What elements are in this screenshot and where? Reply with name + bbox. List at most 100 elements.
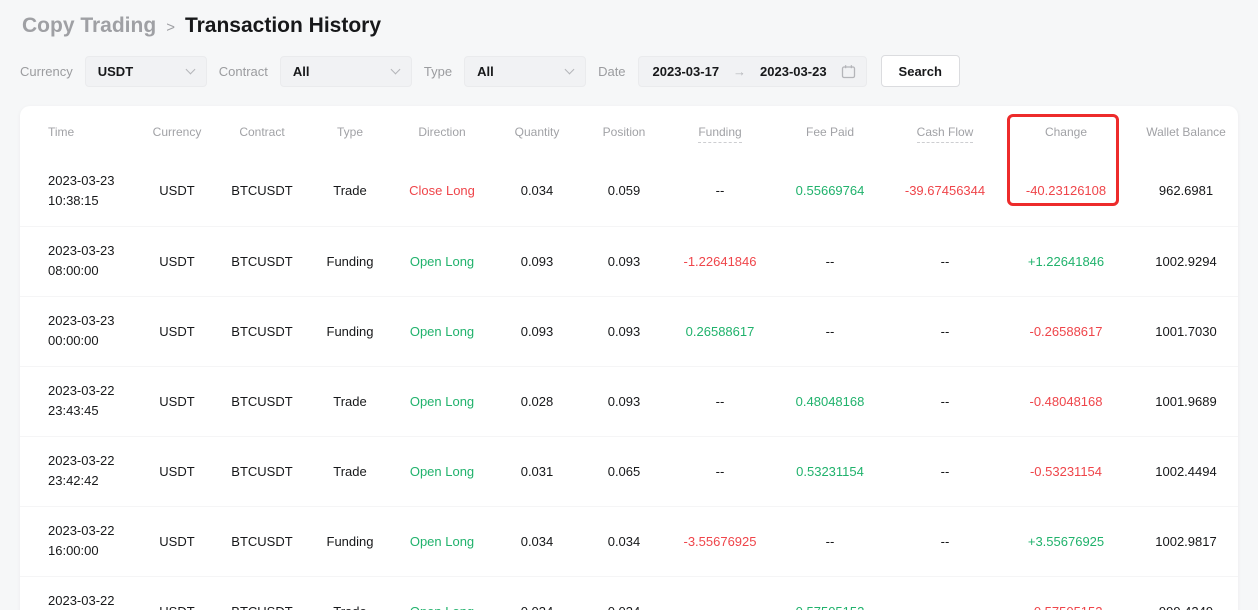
cell-contract: BTCUSDT [231, 463, 293, 479]
cell-quantity: 0.034 [520, 183, 554, 199]
column-header-funding: Funding [666, 108, 774, 156]
type-select[interactable]: All [464, 55, 587, 87]
cell-wallet-balance: 1002.4494 [1155, 463, 1217, 479]
currency-filter-label: Currency [20, 63, 73, 79]
cell-fee-paid: 0.53231154 [796, 463, 864, 479]
cell-change: +1.22641846 [1027, 253, 1105, 269]
filter-bar: Currency USDT Contract All Type All Date… [20, 55, 1238, 87]
cell-change: +3.55676925 [1027, 533, 1105, 549]
cell-time: 2023-03-23 08:00:00 [48, 243, 115, 278]
column-header-contract: Contract [239, 125, 285, 139]
cell-time: 2023-03-23 10:38:15 [48, 172, 115, 208]
cell-wallet-balance: 1001.7030 [1155, 323, 1217, 339]
column-header-wallet-balance: Wallet Balance [1146, 125, 1226, 139]
cell-time: 2023-03-22 16:00:00 [48, 523, 115, 558]
cell-time: 2023-03-2215:27:58 [48, 593, 115, 609]
cell-currency: USDT [159, 183, 195, 199]
cell-type: Trade [333, 183, 367, 199]
table-row: 2023-03-22 23:42:42 USDT BTCUSDT Trade Open L… [20, 436, 1238, 506]
cell-type: Funding [326, 253, 374, 269]
cell-quantity: 0.034 [492, 576, 582, 610]
table-row: 2023-03-22 23:43:45 USDT BTCUSDT Trade Open L… [20, 366, 1238, 436]
cell-funding: -- [715, 183, 725, 199]
cell-funding: -1.22641846 [683, 253, 757, 269]
date-range-picker[interactable]: 2023-03-17 → 2023-03-23 [637, 55, 867, 87]
cell-cash-flow: -- [886, 576, 1004, 610]
cell-time: 2023-03-22 23:43:45 [48, 383, 115, 418]
search-button[interactable]: Search [880, 55, 960, 87]
cell-change: -0.57505152 [1004, 576, 1128, 610]
cell-quantity: 0.028 [520, 393, 554, 409]
column-header-quantity: Quantity [514, 125, 560, 139]
transaction-table-card: Time Currency Contract Type Direction Quantit… [20, 106, 1238, 610]
cell-type: Trade [333, 463, 367, 479]
cell-fee-paid: 0.48048168 [795, 393, 865, 409]
table-body: 2023-03-23 10:38:15 USDT BTCUSDT Trade Close … [20, 156, 1238, 610]
breadcrumb-separator-icon: > [166, 18, 175, 36]
table-row: 2023-03-23 10:38:15 USDT BTCUSDT Trade Close … [20, 156, 1238, 226]
cell-currency: USDT [159, 393, 195, 409]
cell-position: 0.093 [607, 253, 641, 269]
contract-filter-label: Contract [218, 63, 268, 79]
cell-currency: USDT [159, 253, 195, 269]
transaction-table: Time Currency Contract Type Direction Quantit… [20, 108, 1238, 610]
cell-fee-paid: -- [825, 323, 835, 339]
cell-direction: Open Long [409, 393, 475, 409]
chevron-down-icon [390, 64, 401, 75]
cell-fee-paid: -- [825, 253, 835, 269]
cell-change: -40.23126108 [1025, 183, 1107, 199]
cell-cash-flow: -39.67456344 [904, 183, 986, 199]
cell-contract: BTCUSDT [231, 253, 293, 269]
cell-contract: BTCUSDT [231, 393, 293, 409]
currency-select[interactable]: USDT [84, 55, 207, 87]
contract-select[interactable]: All [279, 55, 412, 87]
cell-wallet-balance: 1001.9689 [1155, 393, 1217, 409]
cell-quantity: 0.034 [520, 533, 554, 549]
cell-position: 0.034 [582, 576, 666, 610]
page-title: Transaction History [184, 14, 382, 37]
cell-wallet-balance: 962.6981 [1158, 183, 1214, 199]
cell-wallet-balance: 1002.9817 [1155, 533, 1217, 549]
cell-quantity: 0.093 [520, 253, 554, 269]
cell-currency: USDT [159, 533, 195, 549]
cell-funding: -- [715, 393, 725, 409]
cell-type: Trade [308, 576, 392, 610]
date-filter-label: Date [598, 63, 626, 79]
cell-fee-paid: -- [825, 533, 835, 549]
cell-wallet-balance: 999.4249 [1128, 576, 1238, 610]
column-header-type: Type [336, 125, 363, 139]
column-header-change: Change [1044, 125, 1088, 139]
calendar-icon [841, 64, 856, 79]
breadcrumb: Copy Trading > Transaction History [20, 14, 1238, 38]
cell-direction: Open Long [392, 576, 492, 610]
cell-position: 0.059 [607, 183, 641, 199]
cell-funding: 0.26588617 [685, 323, 755, 339]
cell-funding: -- [715, 463, 725, 479]
cell-quantity: 0.031 [520, 463, 554, 479]
cell-quantity: 0.093 [520, 323, 554, 339]
cell-time: 2023-03-23 00:00:00 [48, 313, 115, 348]
column-header-currency: Currency [152, 125, 202, 139]
chevron-down-icon [564, 64, 575, 75]
type-filter-label: Type [423, 63, 453, 79]
cell-fee-paid: 0.55669764 [795, 183, 865, 199]
contract-select-value: All [292, 63, 310, 79]
type-select-value: All [477, 63, 494, 79]
currency-select-value: USDT [97, 63, 134, 79]
cell-cash-flow: -- [940, 253, 950, 269]
cell-cash-flow: -- [940, 463, 950, 479]
date-range-arrow-icon: → [733, 63, 747, 79]
table-row: 2023-03-22 16:00:00 USDT BTCUSDT Funding Open… [20, 506, 1238, 576]
breadcrumb-copy-trading[interactable]: Copy Trading [22, 14, 157, 37]
cell-position: 0.034 [607, 533, 641, 549]
cell-direction: Open Long [409, 463, 475, 479]
cell-time: 2023-03-22 23:42:42 [48, 453, 115, 488]
cell-type: Funding [326, 323, 374, 339]
cell-funding: -- [666, 576, 774, 610]
cell-direction: Open Long [409, 533, 475, 549]
cell-position: 0.093 [607, 323, 641, 339]
column-header-cash-flow: Cash Flow [886, 108, 1004, 156]
cell-currency: USDT [159, 323, 195, 339]
